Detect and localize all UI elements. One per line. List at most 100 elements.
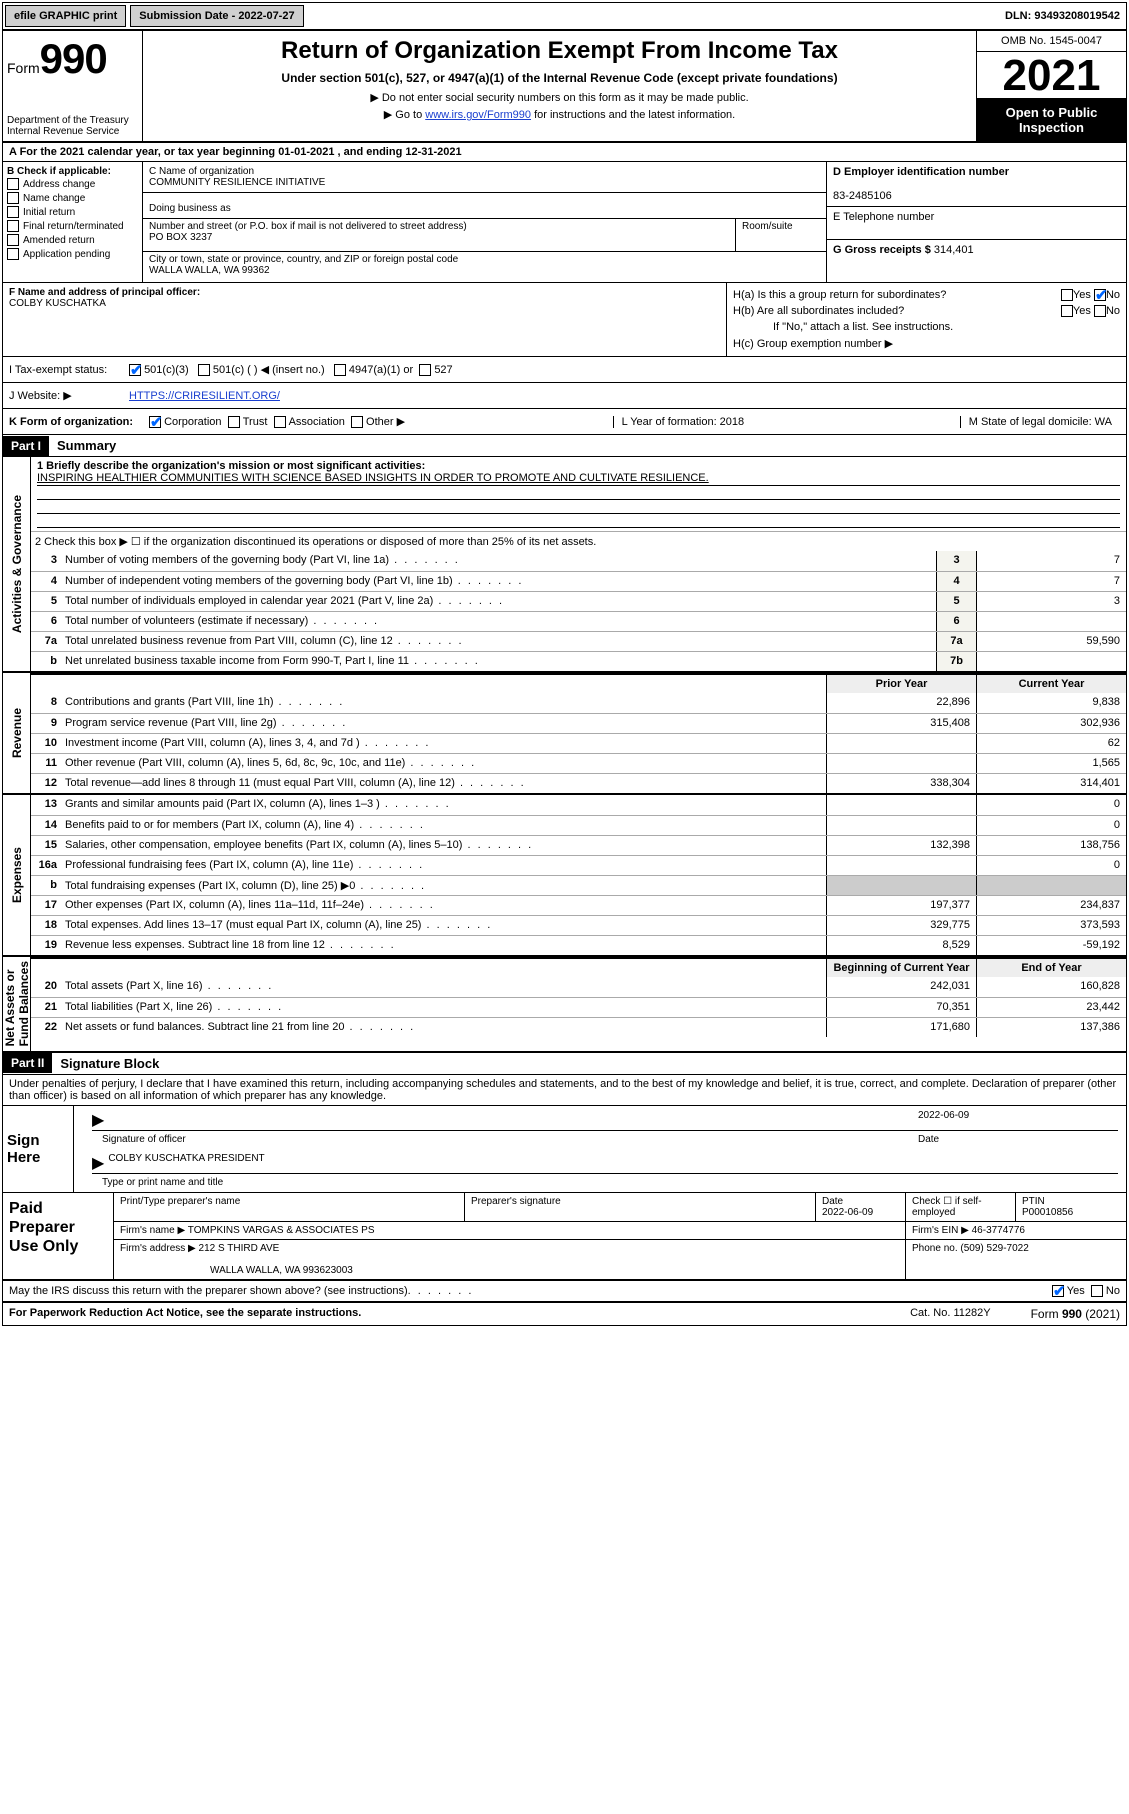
col-b-checkboxes: B Check if applicable: Address change Na… — [3, 162, 143, 282]
irs-no-checkbox[interactable] — [1091, 1285, 1103, 1297]
527-checkbox[interactable] — [419, 364, 431, 376]
corporation-checkbox[interactable] — [149, 416, 161, 428]
summary-line: 9Program service revenue (Part VIII, lin… — [31, 713, 1126, 733]
name-change-checkbox[interactable] — [7, 192, 19, 204]
street-value: PO BOX 3237 — [149, 232, 729, 243]
corporation-label: Corporation — [164, 416, 221, 428]
current-year-header: Current Year — [976, 675, 1126, 693]
efile-button[interactable]: efile GRAPHIC print — [5, 5, 126, 27]
summary-line: 18Total expenses. Add lines 13–17 (must … — [31, 915, 1126, 935]
paperwork-notice: For Paperwork Reduction Act Notice, see … — [9, 1307, 361, 1321]
form-title: Return of Organization Exempt From Incom… — [149, 35, 970, 71]
form-header: Form990 Department of the Treasury Inter… — [3, 31, 1126, 143]
form-990-number: 990 — [40, 35, 107, 82]
summary-line: 17Other expenses (Part IX, column (A), l… — [31, 895, 1126, 915]
activities-governance-tab: Activities & Governance — [10, 491, 24, 637]
penalties-declaration: Under penalties of perjury, I declare th… — [3, 1075, 1126, 1106]
501c3-label: 501(c)(3) — [144, 364, 189, 376]
4947-label: 4947(a)(1) or — [349, 364, 413, 376]
department-label: Department of the Treasury Internal Reve… — [7, 105, 138, 137]
footer: For Paperwork Reduction Act Notice, see … — [3, 1303, 1126, 1325]
ein-label: D Employer identification number — [833, 166, 1009, 178]
prior-year-header: Prior Year — [826, 675, 976, 693]
revenue-section: Revenue Prior YearCurrent Year 8Contribu… — [3, 673, 1126, 795]
prep-date-value: 2022-06-09 — [822, 1207, 873, 1218]
summary-line: 14Benefits paid to or for members (Part … — [31, 815, 1126, 835]
block-fh: F Name and address of principal officer:… — [3, 283, 1126, 357]
summary-line: 10Investment income (Part VIII, column (… — [31, 733, 1126, 753]
summary-line: 13Grants and similar amounts paid (Part … — [31, 795, 1126, 815]
summary-line: 22Net assets or fund balances. Subtract … — [31, 1017, 1126, 1037]
dba-label: Doing business as — [149, 203, 820, 214]
firm-name: TOMPKINS VARGAS & ASSOCIATES PS — [188, 1225, 375, 1236]
amended-return-checkbox[interactable] — [7, 234, 19, 246]
summary-line: 20Total assets (Part X, line 16)242,0311… — [31, 977, 1126, 997]
other-label: Other ▶ — [366, 415, 405, 428]
trust-label: Trust — [243, 416, 268, 428]
501c3-checkbox[interactable] — [129, 364, 141, 376]
col-c-name-addr: C Name of organization COMMUNITY RESILIE… — [143, 162, 826, 282]
tax-status-label: I Tax-exempt status: — [9, 364, 129, 376]
501c-checkbox[interactable] — [198, 364, 210, 376]
ha-label: H(a) Is this a group return for subordin… — [733, 289, 946, 301]
summary-line: 3Number of voting members of the governi… — [31, 551, 1126, 571]
col-b-label: B Check if applicable: — [7, 166, 138, 177]
application-pending-label: Application pending — [23, 249, 110, 260]
expenses-section: Expenses 13Grants and similar amounts pa… — [3, 795, 1126, 957]
trust-checkbox[interactable] — [228, 416, 240, 428]
ha-no-checkbox[interactable] — [1094, 289, 1106, 301]
part-i-header: Part I Summary — [3, 435, 1126, 457]
ptin-value: P00010856 — [1022, 1207, 1073, 1218]
cat-no: Cat. No. 11282Y — [910, 1307, 991, 1321]
net-assets-section: Net Assets orFund Balances Beginning of … — [3, 957, 1126, 1052]
other-checkbox[interactable] — [351, 416, 363, 428]
hb-note: If "No," attach a list. See instructions… — [773, 321, 953, 333]
association-checkbox[interactable] — [274, 416, 286, 428]
goto-pre: ▶ Go to — [384, 109, 425, 121]
summary-line: bNet unrelated business taxable income f… — [31, 651, 1126, 671]
final-return-checkbox[interactable] — [7, 220, 19, 232]
website-link[interactable]: HTTPS://CRIRESILIENT.ORG/ — [129, 390, 280, 402]
submission-date-button[interactable]: Submission Date - 2022-07-27 — [130, 5, 303, 27]
mission-label: 1 Briefly describe the organization's mi… — [37, 460, 425, 472]
part-ii-badge: Part II — [3, 1053, 52, 1073]
goto-note: ▶ Go to www.irs.gov/Form990 for instruct… — [149, 106, 970, 123]
ein-value: 83-2485106 — [833, 190, 892, 202]
net-assets-tab: Net Assets orFund Balances — [3, 957, 31, 1050]
row-a-tax-year: A For the 2021 calendar year, or tax yea… — [3, 143, 1126, 162]
amended-return-label: Amended return — [23, 235, 95, 246]
street-label: Number and street (or P.O. box if mail i… — [149, 221, 729, 232]
initial-return-checkbox[interactable] — [7, 206, 19, 218]
hb-no-checkbox[interactable] — [1094, 305, 1106, 317]
org-name: COMMUNITY RESILIENCE INITIATIVE — [149, 177, 820, 188]
revenue-tab: Revenue — [10, 704, 24, 762]
summary-line: 21Total liabilities (Part X, line 26)70,… — [31, 997, 1126, 1017]
ssn-note: ▶ Do not enter social security numbers o… — [149, 89, 970, 106]
phone-label: E Telephone number — [833, 211, 934, 223]
summary-line: 8Contributions and grants (Part VIII, li… — [31, 693, 1126, 713]
city-value: WALLA WALLA, WA 99362 — [149, 265, 820, 276]
mission-text: INSPIRING HEALTHIER COMMUNITIES WITH SCI… — [37, 472, 1120, 486]
ha-yes-checkbox[interactable] — [1061, 289, 1073, 301]
form-subtitle: Under section 501(c), 527, or 4947(a)(1)… — [149, 71, 970, 89]
block-bcde: B Check if applicable: Address change Na… — [3, 162, 1126, 283]
firm-addr1: 212 S THIRD AVE — [199, 1243, 280, 1254]
prep-date-header: Date — [822, 1196, 843, 1207]
summary-line: 19Revenue less expenses. Subtract line 1… — [31, 935, 1126, 955]
irs-link[interactable]: www.irs.gov/Form990 — [425, 109, 531, 121]
website-label: J Website: ▶ — [9, 389, 129, 402]
expenses-tab: Expenses — [10, 843, 24, 907]
hb-yes-checkbox[interactable] — [1061, 305, 1073, 317]
4947-checkbox[interactable] — [334, 364, 346, 376]
part-ii-header: Part II Signature Block — [3, 1053, 1126, 1075]
address-change-checkbox[interactable] — [7, 178, 19, 190]
signature-of-officer-label: Signature of officer — [102, 1134, 918, 1145]
irs-yes-checkbox[interactable] — [1052, 1285, 1064, 1297]
firm-phone: (509) 529-7022 — [960, 1243, 1028, 1254]
activities-governance-section: Activities & Governance 1 Briefly descri… — [3, 457, 1126, 673]
col-de: D Employer identification number 83-2485… — [826, 162, 1126, 282]
room-label: Room/suite — [736, 219, 826, 251]
firm-phone-label: Phone no. — [912, 1243, 958, 1254]
summary-line: 6Total number of volunteers (estimate if… — [31, 611, 1126, 631]
application-pending-checkbox[interactable] — [7, 248, 19, 260]
